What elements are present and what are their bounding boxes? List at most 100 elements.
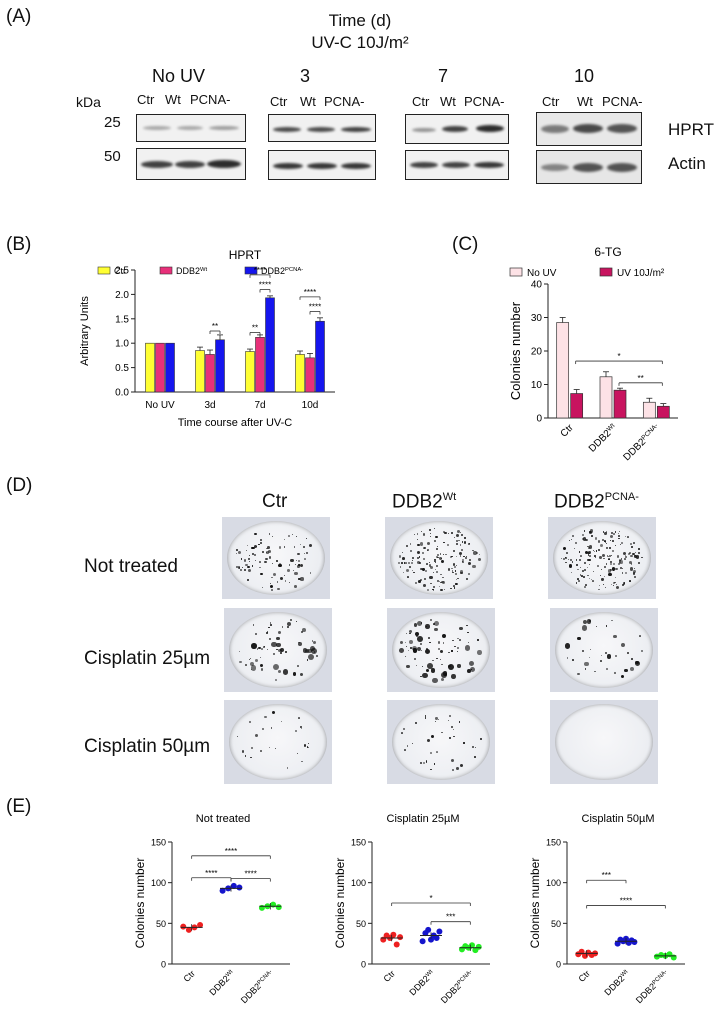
lane-label: PCNA- xyxy=(324,94,365,109)
colony-dot xyxy=(442,642,444,644)
colony-dot xyxy=(610,561,612,563)
colony-dot xyxy=(265,551,268,553)
colony-dot xyxy=(561,557,563,559)
colony-dot xyxy=(237,550,242,554)
colony-dot xyxy=(589,529,594,533)
data-point xyxy=(397,934,404,941)
legend-swatch xyxy=(159,266,173,275)
culture-plate xyxy=(222,517,330,599)
colony-dot xyxy=(300,725,302,728)
y-tick-label: 0 xyxy=(536,414,542,425)
cisplatin-25-scatter: Cisplatin 25µM 0 50 100 150 Colonies number Ct… xyxy=(333,813,490,1005)
colony-dot xyxy=(419,562,421,564)
colony-dot xyxy=(624,582,626,584)
colony-dot xyxy=(297,552,300,556)
colony-dot xyxy=(448,714,452,717)
colony-dot xyxy=(263,646,266,649)
colony-dot xyxy=(246,550,248,552)
colony-dot xyxy=(269,585,274,589)
colony-dot xyxy=(464,537,466,539)
colony-dot xyxy=(585,538,588,541)
colony-dot xyxy=(598,589,600,591)
colony-dot xyxy=(434,558,436,560)
colony-dot xyxy=(612,567,616,571)
colony-dot xyxy=(430,566,434,570)
x-tick-label: DDB2PCNA- xyxy=(239,968,276,1005)
data-point xyxy=(393,941,400,948)
sig-7d-c-label: **** xyxy=(254,266,266,275)
colony-dot xyxy=(254,559,257,562)
colony-dot xyxy=(405,645,408,648)
column-label-ddb2-wt: DDB2Wt xyxy=(392,491,457,513)
colony-dot xyxy=(457,647,460,650)
colony-dot xyxy=(452,639,454,642)
colony-dot xyxy=(267,626,270,629)
colony-dot xyxy=(628,561,632,565)
colony-dot xyxy=(417,533,419,535)
colony-dot xyxy=(457,577,459,580)
colony-dot xyxy=(244,663,247,666)
colony-dot xyxy=(428,561,430,564)
colony-dot xyxy=(424,715,427,717)
colony-dot xyxy=(420,643,423,646)
colony-dot xyxy=(607,555,609,557)
colony-dot xyxy=(269,746,271,749)
colony-dot xyxy=(305,648,310,653)
colony-dot xyxy=(632,552,636,556)
colony-dot xyxy=(459,626,463,631)
lane-label: PCNA- xyxy=(602,94,643,109)
colony-dot xyxy=(584,561,587,564)
colony-dot xyxy=(609,540,612,542)
colony-dot xyxy=(406,664,410,668)
colony-dot xyxy=(250,756,253,759)
x-tick-label: DDB2Wt xyxy=(586,422,619,455)
panel-letter-d: (D) xyxy=(6,475,33,496)
colony-dot xyxy=(458,551,463,556)
colony-dot xyxy=(259,566,261,569)
colony-dot xyxy=(624,555,626,557)
colony-dot xyxy=(419,556,421,558)
lane-label: Wt xyxy=(165,92,181,107)
colony-dot xyxy=(434,527,436,529)
colony-dot xyxy=(458,721,461,724)
colony-dot xyxy=(268,637,271,640)
colony-dot xyxy=(267,631,269,633)
y-tick-label: 150 xyxy=(546,838,561,848)
colony-dot xyxy=(576,564,579,567)
colony-dot xyxy=(611,550,614,553)
sig-bar-label: *** xyxy=(446,913,455,922)
colony-dot xyxy=(272,711,276,715)
colony-dot xyxy=(429,641,431,644)
data-point xyxy=(275,904,282,911)
colony-dot xyxy=(627,651,630,654)
colony-dot xyxy=(238,650,241,653)
colony-dot xyxy=(595,550,598,553)
mw-50: 50 xyxy=(104,148,121,165)
colony-dot xyxy=(612,569,615,572)
colony-dot xyxy=(598,548,601,552)
colony-dot xyxy=(640,556,643,559)
colony-dot xyxy=(457,637,459,640)
colony-dot xyxy=(425,563,428,566)
bar xyxy=(205,354,215,393)
colony-dot xyxy=(408,562,411,565)
y-axis-label: Colonies number xyxy=(333,858,347,949)
colony-dot xyxy=(562,557,565,560)
colony-dot xyxy=(262,551,265,554)
colony-dot xyxy=(416,620,423,627)
colony-dot xyxy=(410,646,413,649)
colony-dot xyxy=(407,576,410,578)
colony-dot xyxy=(459,544,462,546)
colony-dot xyxy=(296,752,298,754)
colony-dot xyxy=(467,631,469,634)
colony-dot xyxy=(451,674,456,679)
colony-dot xyxy=(240,558,243,561)
x-tick-label: Ctr xyxy=(577,968,593,984)
lane-label: Wt xyxy=(577,94,593,109)
colony-dot xyxy=(298,642,302,646)
colony-dot xyxy=(562,547,566,551)
colony-dot xyxy=(618,531,620,533)
lane-label: Wt xyxy=(440,94,456,109)
colony-dot xyxy=(632,570,636,574)
colony-dot xyxy=(605,562,608,565)
